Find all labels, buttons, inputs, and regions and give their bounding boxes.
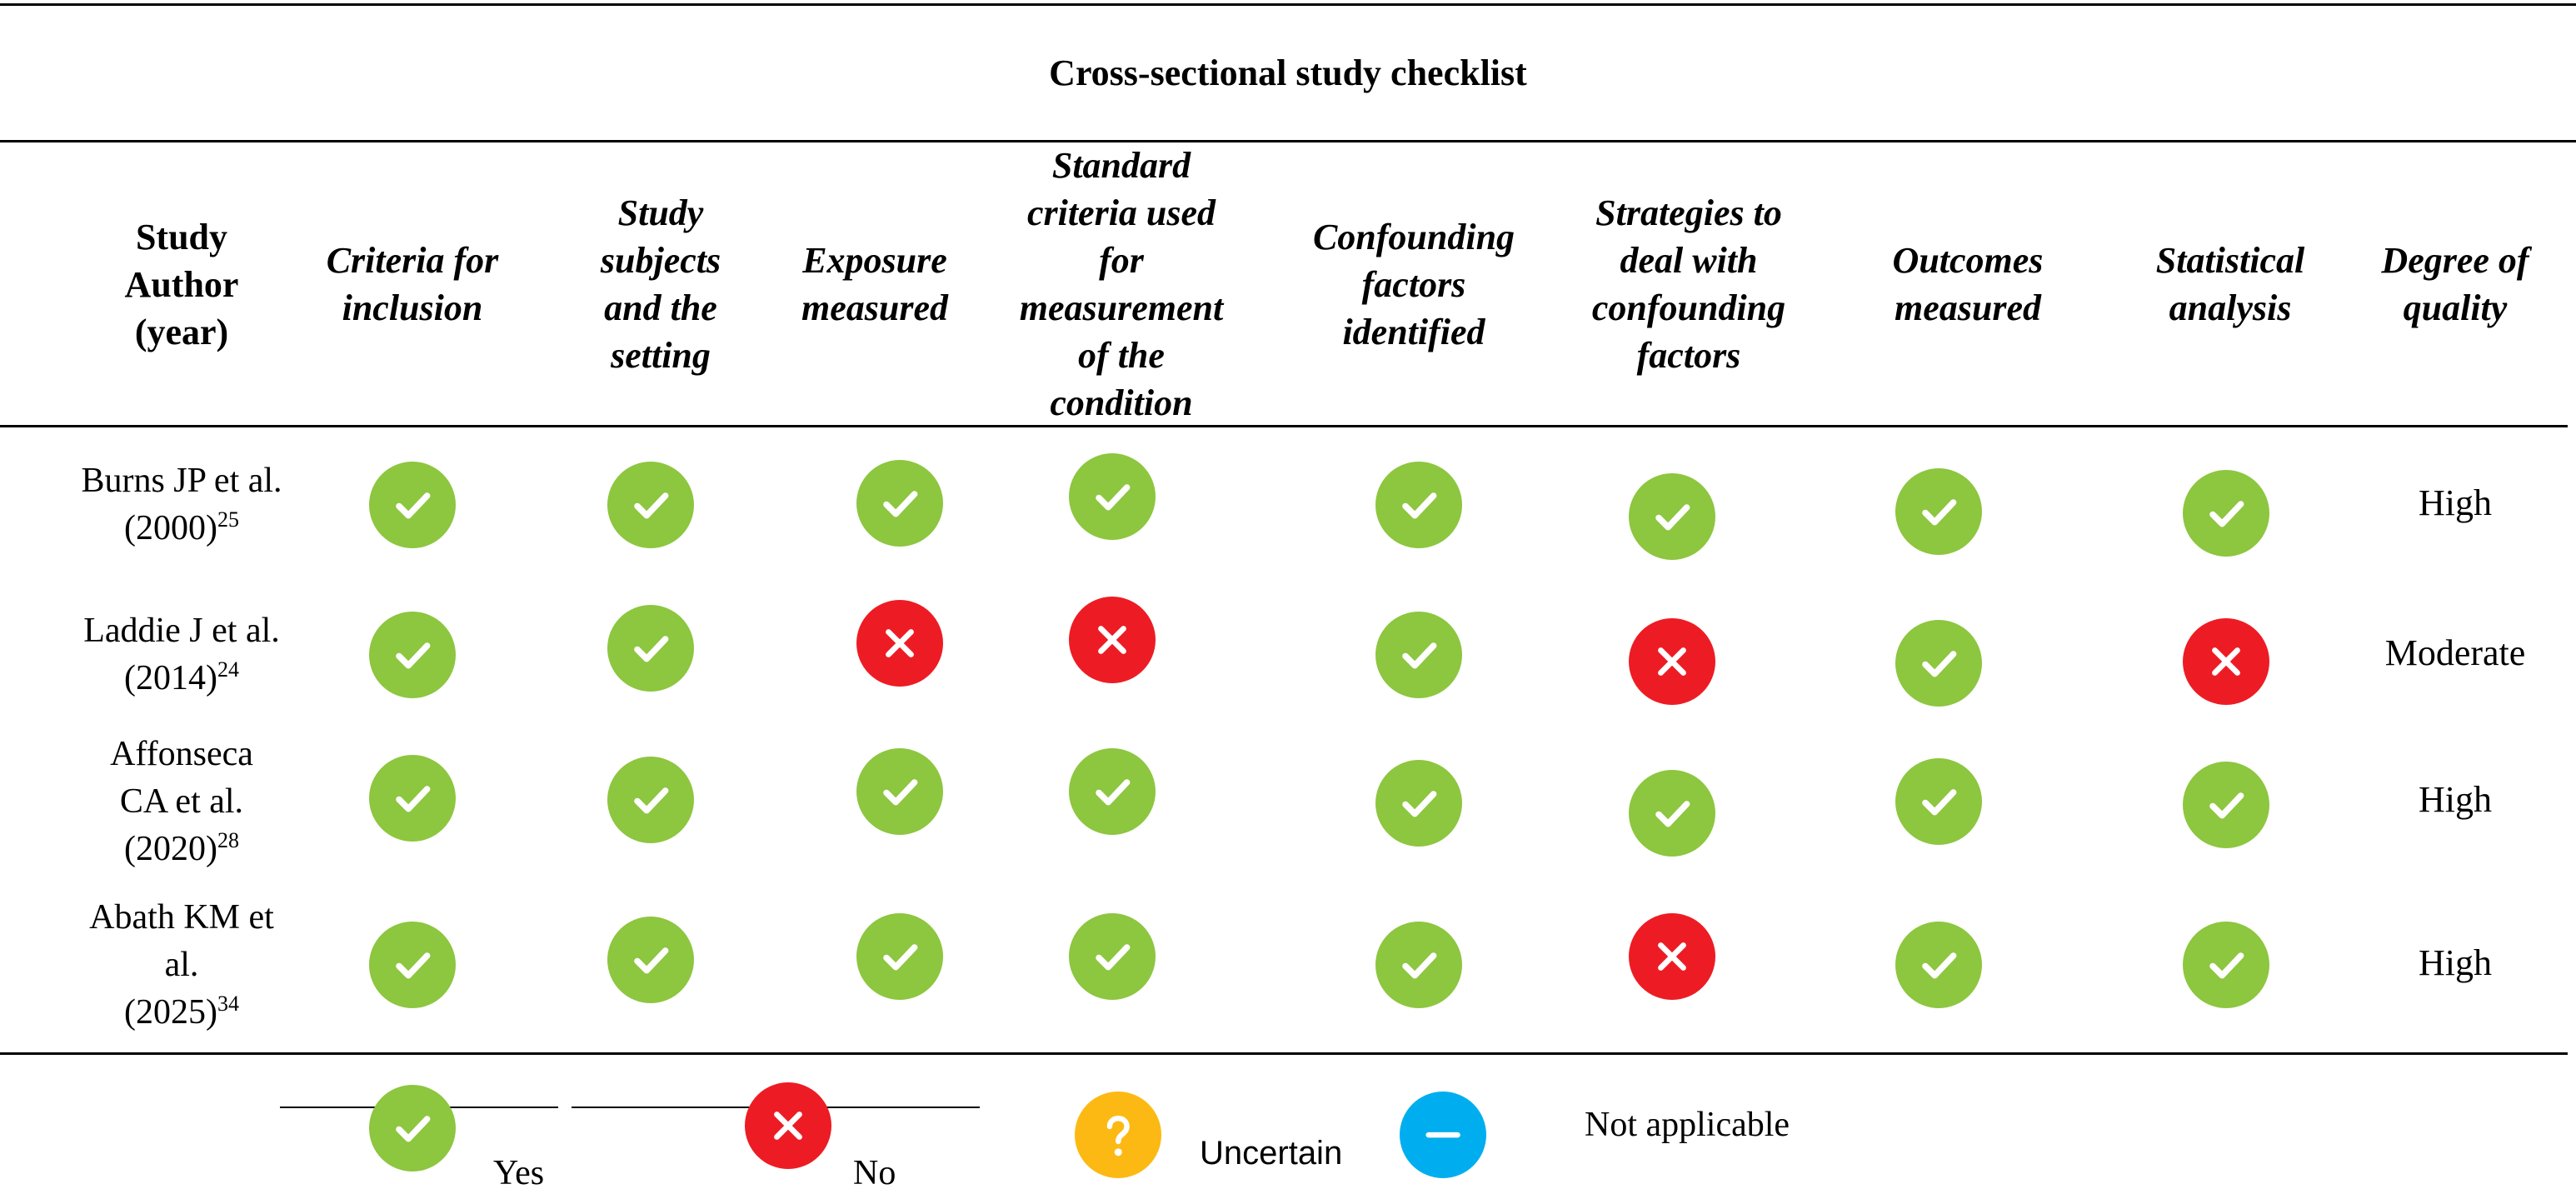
column-header-4: Exposure measured: [801, 240, 948, 328]
quality-rating: Moderate: [2384, 632, 2526, 673]
table-bottom-rule: [0, 1052, 2568, 1055]
check-icon: [1375, 612, 1462, 698]
author-year-line: (2025)34: [89, 989, 274, 1037]
cross-icon: [1629, 618, 1715, 705]
check-icon: [856, 748, 943, 835]
check-icon: [1069, 913, 1156, 1000]
check-icon: [856, 913, 943, 1000]
check-icon: [1069, 453, 1156, 540]
legend-yes-icon: [369, 1085, 456, 1172]
check-icon: [1895, 922, 1982, 1008]
study-year: (2020): [124, 829, 217, 868]
check-icon: [607, 462, 694, 548]
author-name-line: Affonseca: [110, 734, 253, 773]
check-icon: [2183, 922, 2269, 1008]
legend-yes-label: Yes: [493, 1154, 545, 1192]
check-icon: [369, 922, 456, 1008]
check-icon: [607, 917, 694, 1003]
legend-no-label: No: [853, 1154, 896, 1192]
author-year-line: (2020)28: [110, 826, 253, 873]
study-year: (2025): [124, 992, 217, 1032]
check-icon: [1375, 462, 1462, 548]
cross-icon: [1069, 597, 1156, 683]
column-header-10: Degree of quality: [2381, 240, 2529, 328]
reference-number: 34: [217, 991, 239, 1016]
legend-uncertain-icon: [1075, 1092, 1161, 1178]
check-icon: [2183, 762, 2269, 848]
column-header-1: Study Author (year): [124, 216, 239, 352]
column-header-7: Strategies to deal with confounding fact…: [1591, 192, 1786, 376]
check-icon: [856, 460, 943, 547]
cross-icon: [1629, 913, 1715, 1000]
quality-rating: High: [2419, 942, 2492, 983]
study-year: (2014): [124, 659, 217, 697]
check-icon: [1895, 758, 1982, 845]
study-author-cell: Affonseca CA et al. (2020)28: [32, 731, 332, 873]
author-year-line: (2000)25: [81, 505, 282, 552]
check-icon: [1895, 620, 1982, 707]
study-year: (2000): [124, 509, 217, 547]
check-icon: [1629, 770, 1715, 857]
column-header-9: Statistical analysis: [2155, 240, 2305, 328]
study-author-cell: Laddie J et al. (2014)24: [32, 607, 332, 702]
author-name-line: Abath KM et: [89, 897, 274, 937]
legend-uncertain-label: Uncertain: [1200, 1135, 1343, 1172]
check-icon: [2183, 470, 2269, 557]
column-header-5: Standard criteria used for measurement o…: [1019, 145, 1224, 423]
top-rule: [0, 3, 2576, 6]
study-author-cell: Burns JP et al. (2000)25: [32, 457, 332, 552]
author-name-line: Laddie J et al.: [83, 612, 280, 650]
author-name-line: al.: [164, 945, 199, 984]
study-author-cell: Abath KM et al. (2025)34: [32, 894, 332, 1037]
legend-not-applicable-icon: [1400, 1092, 1486, 1178]
reference-number: 28: [217, 827, 239, 852]
column-header-8: Outcomes measured: [1892, 240, 2044, 328]
reference-number: 24: [217, 657, 239, 682]
header-top-rule: [0, 140, 2576, 142]
quality-rating: High: [2419, 482, 2492, 523]
check-icon: [1069, 748, 1156, 835]
legend-not-applicable-label: Not applicable: [1585, 1106, 1790, 1144]
author-year-line: (2014)24: [83, 655, 280, 702]
reference-number: 25: [217, 507, 239, 532]
check-icon: [1629, 473, 1715, 560]
header-bottom-rule: [0, 425, 2568, 427]
check-icon: [369, 755, 456, 842]
check-icon: [1375, 760, 1462, 847]
author-name-line: CA et al.: [119, 782, 244, 821]
quality-rating: High: [2419, 779, 2492, 820]
legend-no-icon: [745, 1082, 831, 1169]
check-icon: [369, 462, 456, 548]
column-header-3: Study subjects and the setting: [600, 192, 721, 376]
column-header-2: Criteria for inclusion: [326, 240, 499, 328]
check-icon: [1375, 922, 1462, 1008]
author-name-line: Burns JP et al.: [81, 462, 282, 500]
check-icon: [369, 612, 456, 698]
cross-icon: [856, 600, 943, 687]
cross-icon: [2183, 618, 2269, 705]
check-icon: [1895, 468, 1982, 555]
check-icon: [607, 757, 694, 843]
column-header-6: Confounding factors identified: [1312, 216, 1515, 352]
table-title: Cross-sectional study checklist: [1049, 52, 1527, 93]
check-icon: [607, 605, 694, 692]
